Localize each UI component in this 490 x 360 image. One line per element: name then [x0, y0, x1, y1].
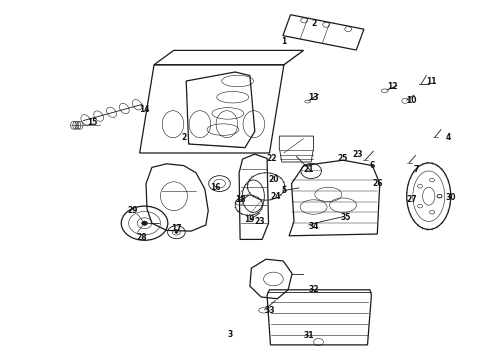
- Text: 2: 2: [181, 133, 186, 142]
- Text: 12: 12: [387, 82, 397, 91]
- Text: 19: 19: [245, 215, 255, 224]
- Text: 23: 23: [352, 150, 363, 159]
- Text: 31: 31: [303, 331, 314, 340]
- Circle shape: [142, 221, 147, 225]
- Text: 11: 11: [426, 77, 437, 85]
- Text: 17: 17: [171, 224, 182, 233]
- Text: 24: 24: [270, 192, 281, 201]
- Text: 27: 27: [406, 195, 417, 204]
- Text: 2: 2: [311, 19, 316, 28]
- Text: 4: 4: [446, 133, 451, 142]
- Text: 10: 10: [406, 96, 417, 105]
- Text: 15: 15: [87, 118, 98, 127]
- Text: 23: 23: [254, 217, 265, 226]
- Circle shape: [175, 231, 178, 233]
- Text: 14: 14: [139, 105, 150, 114]
- Circle shape: [402, 98, 409, 103]
- Text: 33: 33: [264, 306, 275, 315]
- Text: 18: 18: [235, 195, 245, 204]
- Text: 16: 16: [210, 183, 221, 192]
- Text: 30: 30: [445, 194, 456, 202]
- Text: 3: 3: [228, 330, 233, 339]
- Text: 25: 25: [338, 154, 348, 163]
- Text: 34: 34: [308, 222, 319, 231]
- Text: 20: 20: [268, 175, 279, 184]
- Text: 35: 35: [340, 213, 351, 222]
- Text: 21: 21: [303, 165, 314, 174]
- Text: 26: 26: [372, 179, 383, 188]
- Text: 1: 1: [282, 37, 287, 46]
- Text: 28: 28: [137, 233, 147, 242]
- Text: 22: 22: [267, 154, 277, 163]
- Text: 29: 29: [127, 206, 138, 215]
- Text: 7: 7: [414, 165, 419, 174]
- Text: 13: 13: [308, 93, 319, 102]
- Text: 6: 6: [370, 161, 375, 170]
- Text: 5: 5: [282, 186, 287, 195]
- Text: 32: 32: [308, 285, 319, 294]
